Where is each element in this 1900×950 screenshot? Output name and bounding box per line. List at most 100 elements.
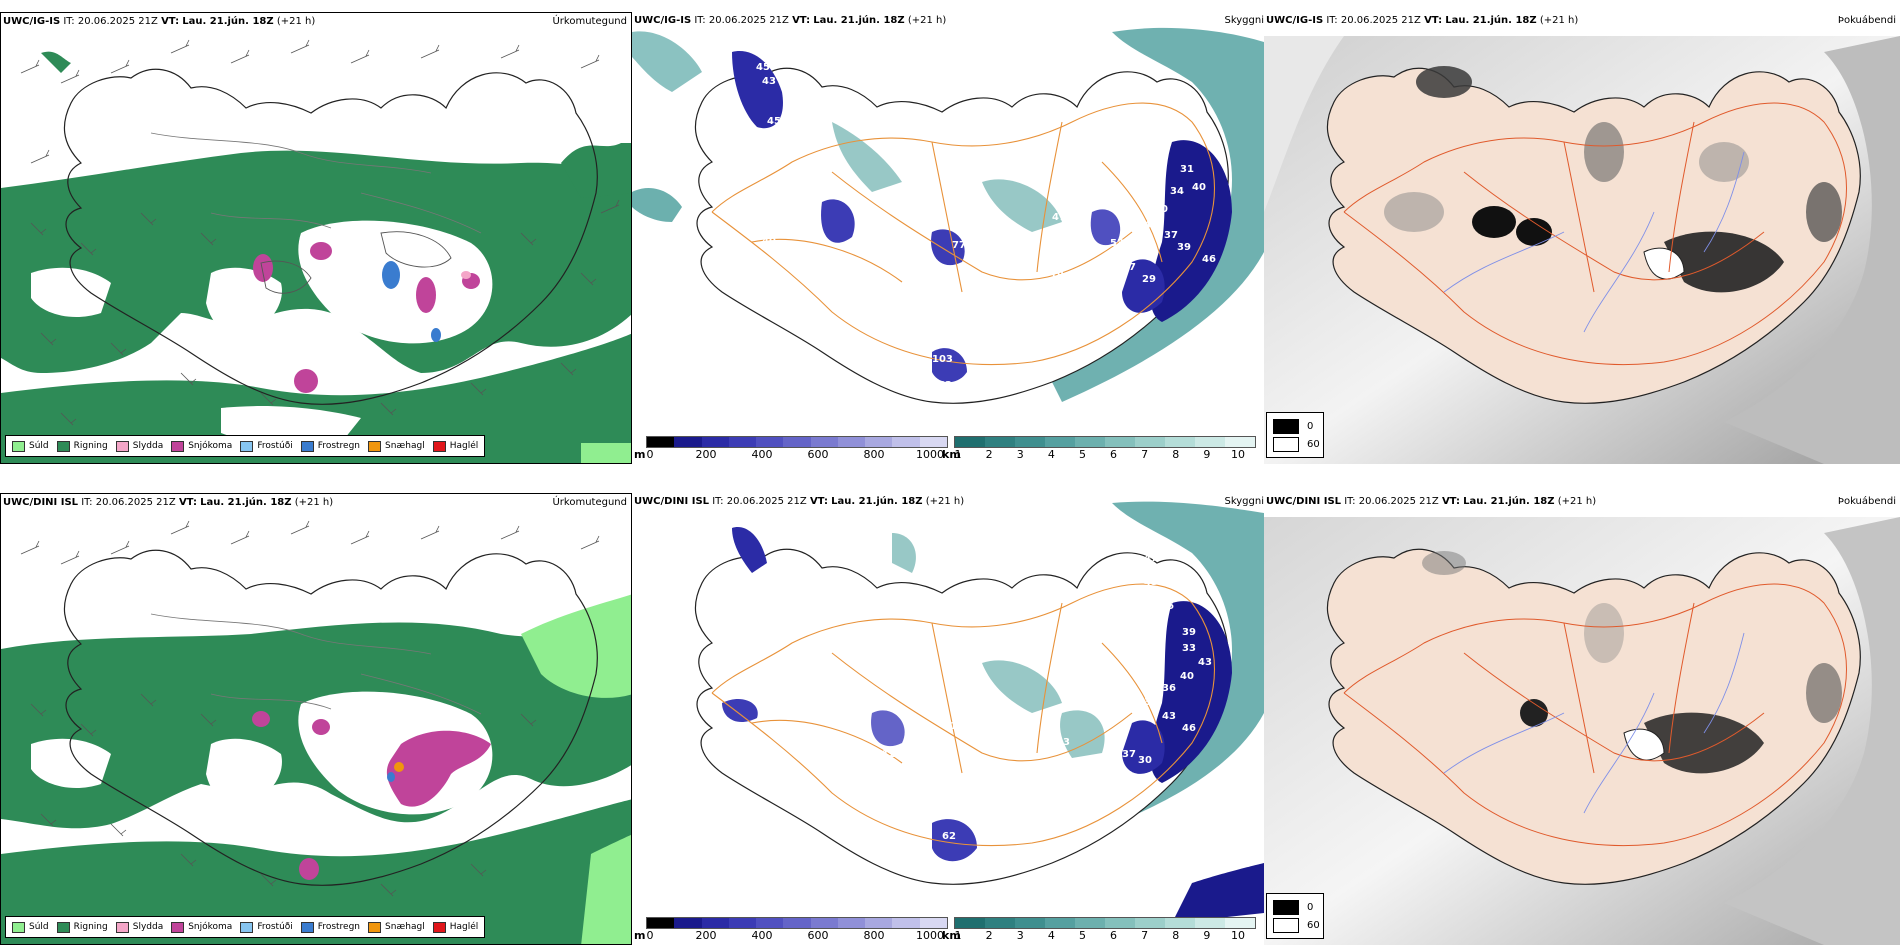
colorbar-segment bbox=[674, 918, 702, 928]
colorbar-segment bbox=[1015, 918, 1045, 928]
colorbar-tick: 3 bbox=[1016, 448, 1024, 461]
svg-text:45: 45 bbox=[756, 62, 770, 73]
svg-text:50: 50 bbox=[1062, 322, 1076, 333]
svg-text:35: 35 bbox=[1142, 244, 1156, 255]
colorbar-tick: 1000 bbox=[916, 929, 944, 942]
colorbar-segment bbox=[1165, 918, 1195, 928]
svg-text:34: 34 bbox=[714, 160, 728, 171]
colorbar-segment bbox=[837, 918, 866, 928]
svg-text:82: 82 bbox=[894, 260, 908, 271]
svg-text:30: 30 bbox=[1138, 755, 1152, 766]
fog-key-top: 0 60 bbox=[1266, 412, 1324, 458]
colorbar-segment bbox=[837, 437, 866, 447]
legend-item-snjokoma: Snjókoma bbox=[171, 921, 232, 933]
svg-text:43: 43 bbox=[1102, 280, 1116, 291]
colorbar-tick: 0 bbox=[646, 448, 654, 461]
panel-title-fog: Þokuábendi bbox=[1837, 15, 1896, 26]
colorbar-segment bbox=[865, 918, 893, 928]
colorbar-segment bbox=[1015, 437, 1045, 447]
colorbar-tick: 8 bbox=[1172, 448, 1180, 461]
svg-text:44: 44 bbox=[1144, 220, 1158, 231]
fog-map-bottom bbox=[1264, 517, 1900, 945]
height-colorbar-top: m 0 200 400 600 800 1000 bbox=[634, 436, 954, 464]
colorbar-segment bbox=[985, 437, 1015, 447]
svg-text:19: 19 bbox=[1048, 805, 1062, 816]
svg-text:19: 19 bbox=[1050, 270, 1064, 281]
legend-item-snjokoma: Snjókoma bbox=[171, 440, 232, 452]
colorbar-segment bbox=[810, 918, 838, 928]
svg-text:43: 43 bbox=[1198, 657, 1212, 668]
colorbar-segment bbox=[647, 437, 675, 447]
svg-text:37: 37 bbox=[1122, 262, 1136, 273]
legend-item-frostudi: Frostúði bbox=[240, 440, 293, 452]
svg-text:77: 77 bbox=[952, 240, 966, 251]
svg-text:76: 76 bbox=[787, 244, 801, 255]
svg-text:33: 33 bbox=[1182, 643, 1196, 654]
visibility-unit: km bbox=[942, 448, 961, 461]
svg-text:30: 30 bbox=[1154, 204, 1168, 215]
colorbar-segment bbox=[865, 437, 893, 447]
colorbar-tick: 2 bbox=[985, 448, 993, 461]
colorbar-segment bbox=[674, 437, 702, 447]
panel-title-visibility: Skyggni bbox=[1224, 15, 1264, 26]
visibility-colorbar-bottom: km 1 2 3 4 5 6 7 8 9 10 bbox=[942, 917, 1262, 945]
panel-title-visibility-bottom: Skyggni bbox=[1224, 496, 1264, 507]
colorbar-segment bbox=[728, 918, 757, 928]
legend-item-frostregn: Frostregn bbox=[300, 440, 360, 452]
colorbar-tick: 600 bbox=[807, 929, 829, 942]
colorbar-tick: 1000 bbox=[916, 448, 944, 461]
legend-item-rigning: Rigning bbox=[56, 921, 108, 933]
svg-text:31: 31 bbox=[726, 180, 740, 191]
panel-header-top-3: UWC/IG-IS IT: 20.06.2025 21Z VT: Lau. 21… bbox=[1266, 15, 1579, 26]
panel-header-bottom-2: UWC/DINI ISL IT: 20.06.2025 21Z VT: Lau.… bbox=[634, 496, 965, 507]
colorbar-tick: 7 bbox=[1141, 929, 1149, 942]
visibility-colorbar-top: km 1 2 3 4 5 6 7 8 9 10 bbox=[942, 436, 1262, 464]
svg-text:62: 62 bbox=[938, 380, 952, 391]
colorbar-segment bbox=[1105, 437, 1135, 447]
colorbar-segment bbox=[1195, 437, 1225, 447]
colorbar-segment bbox=[1225, 437, 1255, 447]
colorbar-tick: 200 bbox=[695, 929, 717, 942]
legend-item-snaehagl: Snæhagl bbox=[368, 440, 425, 452]
svg-text:40: 40 bbox=[1192, 182, 1206, 193]
colorbar-tick: 7 bbox=[1141, 448, 1149, 461]
fog-panel-bottom: UWC/DINI ISL IT: 20.06.2025 21Z VT: Lau.… bbox=[1264, 493, 1900, 945]
colorbar-segment bbox=[1135, 918, 1165, 928]
svg-text:47: 47 bbox=[1144, 553, 1158, 564]
colorbar-tick: 0 bbox=[646, 929, 654, 942]
colorbar-tick: 5 bbox=[1078, 448, 1086, 461]
svg-text:155: 155 bbox=[950, 721, 971, 732]
svg-text:43: 43 bbox=[762, 76, 776, 87]
colorbar-segment bbox=[810, 437, 838, 447]
colorbar-segment bbox=[701, 918, 729, 928]
road-network-top bbox=[711, 102, 1215, 366]
svg-text:46: 46 bbox=[1128, 108, 1142, 119]
colorbar-tick: 9 bbox=[1203, 929, 1211, 942]
road-network-bottom bbox=[711, 583, 1215, 847]
colorbar-segment bbox=[1105, 918, 1135, 928]
legend-item-rigning: Rigning bbox=[56, 440, 108, 452]
svg-text:44: 44 bbox=[1132, 78, 1146, 89]
visibility-panel-top: 45 43 45 34 31 67 40 76 105 82 77 46 47 19 103 62 3… bbox=[632, 12, 1264, 464]
svg-text:46: 46 bbox=[1182, 723, 1196, 734]
precip-type-map-top bbox=[1, 13, 631, 463]
legend-item-frostregn: Frostregn bbox=[300, 921, 360, 933]
svg-text:37: 37 bbox=[1164, 230, 1178, 241]
colorbar-tick: 6 bbox=[1110, 448, 1118, 461]
precip-legend-top: Súld Rigning Slydda Snjókoma Frostúði Fr… bbox=[5, 435, 486, 457]
svg-text:53: 53 bbox=[1110, 238, 1124, 249]
legend-item-slydda: Slydda bbox=[115, 440, 163, 452]
colorbar-tick: 400 bbox=[751, 448, 773, 461]
colorbar-segment bbox=[1075, 918, 1105, 928]
colorbar-tick: 4 bbox=[1047, 929, 1055, 942]
colorbar-segment bbox=[1195, 918, 1225, 928]
colorbar-segment bbox=[1135, 437, 1165, 447]
legend-item-sudl: Súld bbox=[12, 440, 49, 452]
panel-header-top-1: UWC/IG-IS IT: 20.06.2025 21Z VT: Lau. 21… bbox=[3, 15, 627, 29]
colorbar-tick: 1 bbox=[954, 929, 962, 942]
colorbar-segment bbox=[955, 437, 985, 447]
colorbar-segment bbox=[647, 918, 675, 928]
colorbar-tick: 6 bbox=[1110, 929, 1118, 942]
colorbar-segment bbox=[1165, 437, 1195, 447]
colorbar-tick: 2 bbox=[985, 929, 993, 942]
